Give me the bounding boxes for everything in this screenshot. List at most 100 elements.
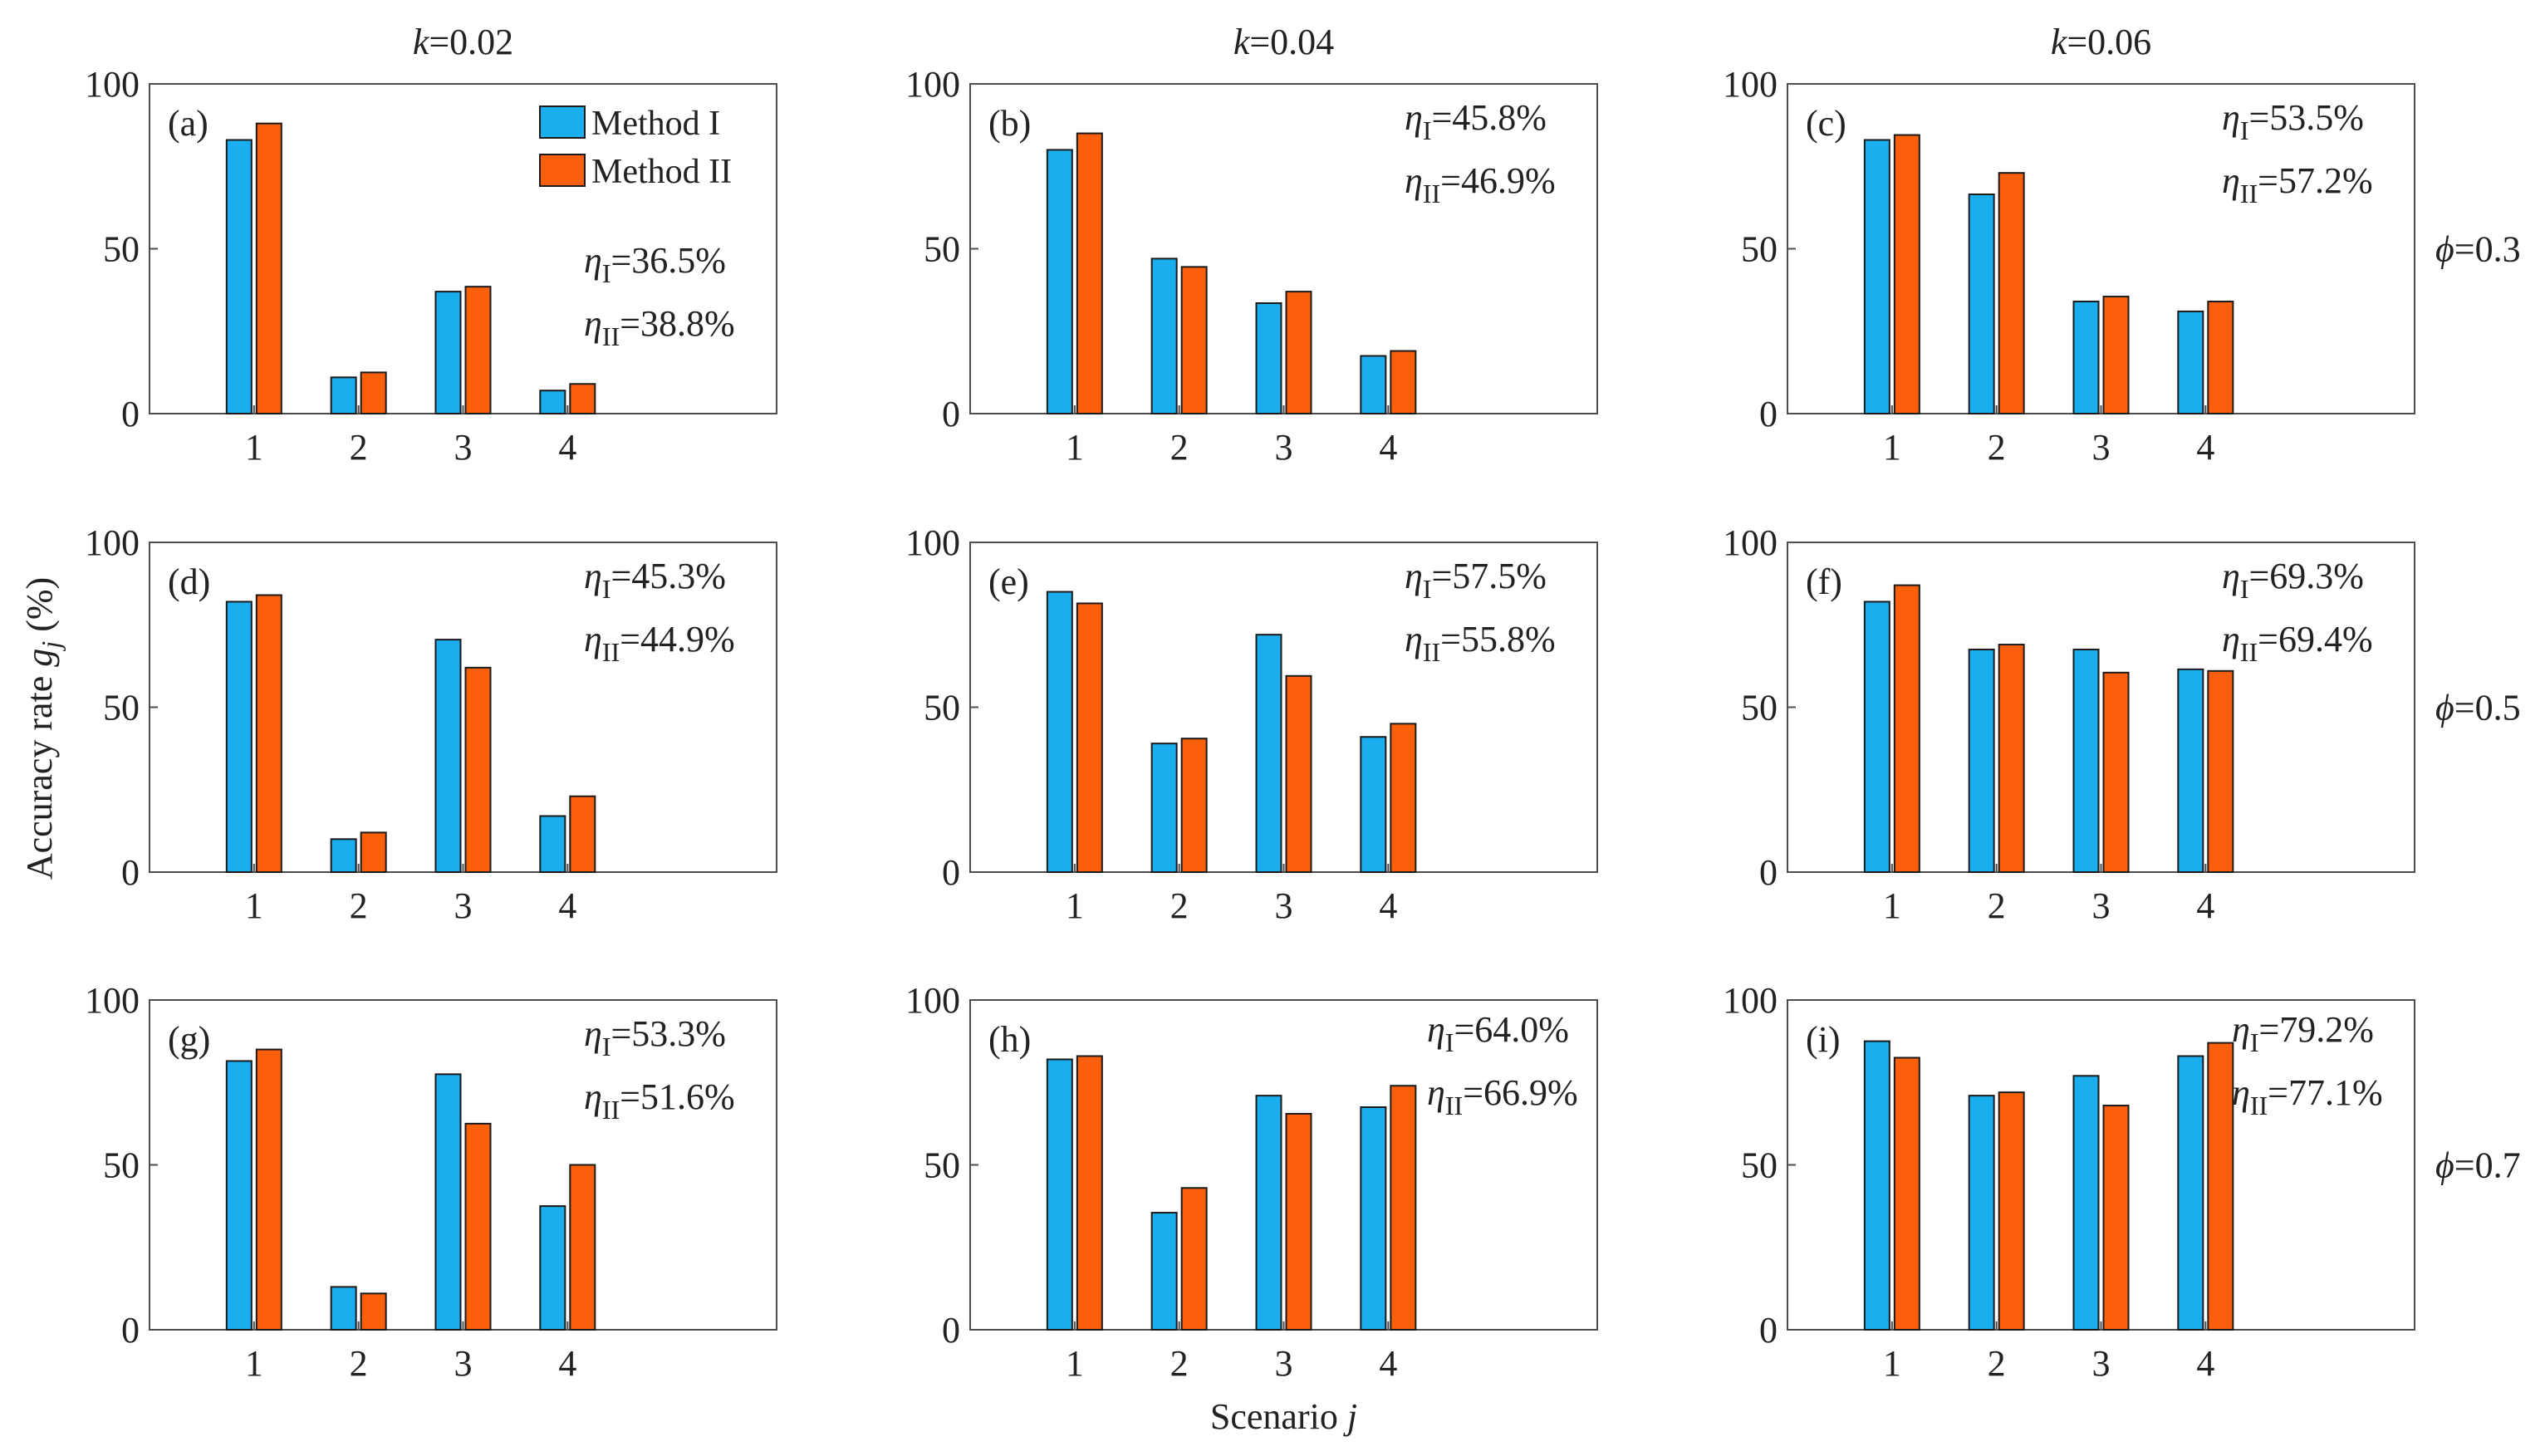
eta-symbol: η [2222, 97, 2240, 138]
column-header-variable: k [1233, 22, 1251, 62]
eta-symbol: η [2232, 1072, 2250, 1113]
y-tick-label: 0 [942, 1310, 960, 1351]
x-tick-label: 3 [454, 885, 473, 926]
eta-symbol: η [1427, 1009, 1445, 1050]
x-tick-label: 1 [1883, 427, 1901, 468]
x-tick-label: 3 [1275, 1343, 1293, 1384]
bar-method-2 [1180, 1187, 1208, 1331]
x-tick-label: 2 [350, 427, 368, 468]
eta-annotation-2: ηII=77.1% [2232, 1072, 2383, 1120]
bar-method-2 [464, 286, 492, 414]
eta-value: =79.2% [2258, 1009, 2373, 1050]
bar-method-1 [1255, 302, 1282, 414]
eta-value: =53.3% [611, 1013, 725, 1054]
column-header-1: k=0.02 [413, 22, 513, 62]
y-tick-label: 0 [1759, 394, 1778, 434]
row-header-value: =0.3 [2454, 229, 2521, 270]
bar-method-1 [1863, 1040, 1890, 1331]
eta-annotation-1: ηI=79.2% [2232, 1009, 2374, 1057]
bar-method-2 [569, 795, 596, 873]
eta-subscript: I [602, 574, 611, 604]
bar-method-1 [330, 838, 357, 873]
eta-annotation-1: ηI=69.3% [2222, 556, 2364, 604]
bar-method-1 [1360, 355, 1387, 414]
bar-method-2 [569, 383, 596, 414]
eta-annotation-2: ηII=38.8% [584, 303, 735, 351]
x-tick-label: 2 [1170, 427, 1189, 468]
x-tick-label: 4 [2196, 1343, 2214, 1384]
bar-method-1 [2072, 301, 2100, 414]
y-tick-label: 100 [905, 980, 960, 1021]
x-tick-label: 2 [350, 1343, 368, 1384]
bar-method-2 [2207, 669, 2234, 874]
bar-method-1 [434, 291, 462, 414]
eta-value: =45.3% [611, 556, 725, 596]
eta-symbol: η [2222, 619, 2240, 659]
eta-symbol: η [1405, 97, 1423, 138]
bar-method-2 [2102, 671, 2130, 873]
y-axis-label-subscript: j [36, 641, 66, 652]
bar-method-1 [2177, 1055, 2204, 1331]
bar-method-2 [1285, 674, 1312, 873]
bar-method-2 [1285, 291, 1312, 414]
bar-method-1 [1150, 257, 1178, 414]
bar-method-2 [2102, 296, 2130, 414]
eta-value: =44.9% [620, 619, 734, 659]
panel-label: (d) [168, 561, 210, 602]
bar-method-1 [1360, 1106, 1387, 1331]
eta-subscript: I [2240, 115, 2249, 145]
y-tick-label: 100 [905, 522, 960, 563]
x-tick-label: 4 [558, 427, 576, 468]
bar-method-2 [255, 122, 282, 414]
bar-method-1 [1150, 743, 1178, 873]
eta-annotation-2: ηII=66.9% [1427, 1072, 1578, 1120]
y-tick-label: 50 [924, 229, 960, 270]
row-header-variable: ϕ [2435, 1145, 2454, 1186]
eta-subscript: II [2240, 179, 2258, 208]
x-tick-label: 1 [1883, 885, 1901, 926]
eta-annotation-2: ηII=46.9% [1405, 160, 1556, 208]
x-tick-label: 4 [1379, 885, 1397, 926]
eta-symbol: η [1405, 619, 1423, 659]
y-axis-label-symbol: g [19, 649, 60, 667]
eta-subscript: II [602, 637, 620, 667]
legend-swatch-method-1 [539, 105, 586, 139]
y-tick-label: 50 [103, 229, 140, 270]
eta-subscript: I [1423, 574, 1432, 604]
eta-subscript: I [602, 1032, 611, 1061]
bar-method-2 [1893, 1056, 1920, 1331]
eta-subscript: I [2240, 574, 2249, 604]
panel-label: (a) [168, 103, 208, 144]
x-tick-label: 1 [1066, 885, 1084, 926]
bar-method-1 [2177, 310, 2204, 414]
eta-value: =57.5% [1431, 556, 1546, 596]
y-tick-label: 50 [924, 688, 960, 728]
bar-method-1 [225, 1060, 253, 1331]
eta-value: =36.5% [611, 240, 725, 281]
x-tick-label: 2 [1988, 885, 2006, 926]
x-tick-label: 3 [454, 427, 473, 468]
eta-value: =64.0% [1454, 1009, 1568, 1050]
x-tick-label: 3 [454, 1343, 473, 1384]
x-tick-label: 2 [1170, 1343, 1189, 1384]
y-tick-label: 50 [924, 1145, 960, 1186]
eta-symbol: η [584, 556, 602, 596]
x-tick-label: 1 [1883, 1343, 1901, 1384]
eta-annotation-1: ηI=45.3% [584, 556, 726, 604]
bar-method-2 [360, 831, 387, 873]
eta-value: =55.8% [1440, 619, 1555, 659]
eta-symbol: η [1405, 556, 1423, 596]
eta-annotation-2: ηII=51.6% [584, 1076, 735, 1125]
bar-method-2 [1180, 738, 1208, 874]
bar-method-2 [1180, 266, 1208, 414]
eta-subscript: I [602, 258, 611, 288]
eta-subscript: II [1423, 179, 1440, 208]
bar-method-2 [1390, 723, 1417, 873]
y-tick-label: 100 [1723, 980, 1778, 1021]
y-tick-label: 0 [121, 1310, 140, 1351]
x-tick-label: 3 [2092, 1343, 2111, 1384]
bar-method-2 [2207, 1042, 2234, 1331]
